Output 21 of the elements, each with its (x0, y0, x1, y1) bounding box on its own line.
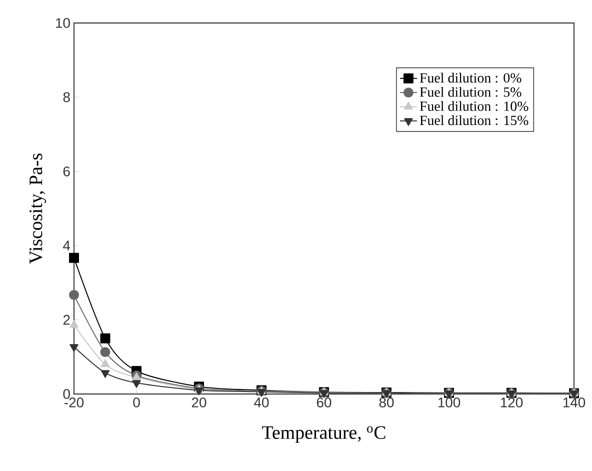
legend-label: Fuel dilution : 10% (420, 101, 528, 111)
x-tick-label: 100 (438, 398, 460, 408)
y-axis-title: Viscosity, Pa-s (30, 154, 46, 264)
x-tick-label: -20 (64, 398, 84, 408)
x-tick-label: 80 (379, 398, 394, 408)
legend-label: Fuel dilution : 15% (420, 115, 528, 126)
x-tick-label: 120 (500, 398, 523, 408)
legend-label: Fuel dilution : 0% (420, 72, 522, 83)
legend-label: Fuel dilution : 5% (420, 86, 522, 97)
y-tick-label: 10 (56, 18, 70, 28)
y-tick-label: 0 (63, 389, 70, 399)
x-tick-label: 0 (133, 398, 140, 408)
x-tick-label: 140 (563, 398, 586, 408)
x-axis-title: Temperature, $^{o}$C (262, 426, 386, 443)
x-tick-label: 40 (254, 398, 269, 408)
x-tick-label: 20 (192, 398, 206, 408)
y-tick-label: 2 (63, 314, 70, 325)
y-tick-label: 6 (63, 166, 70, 176)
x-tick-label: 60 (316, 398, 332, 408)
y-tick-label: 8 (63, 92, 70, 102)
y-tick-label: 4 (63, 240, 70, 250)
